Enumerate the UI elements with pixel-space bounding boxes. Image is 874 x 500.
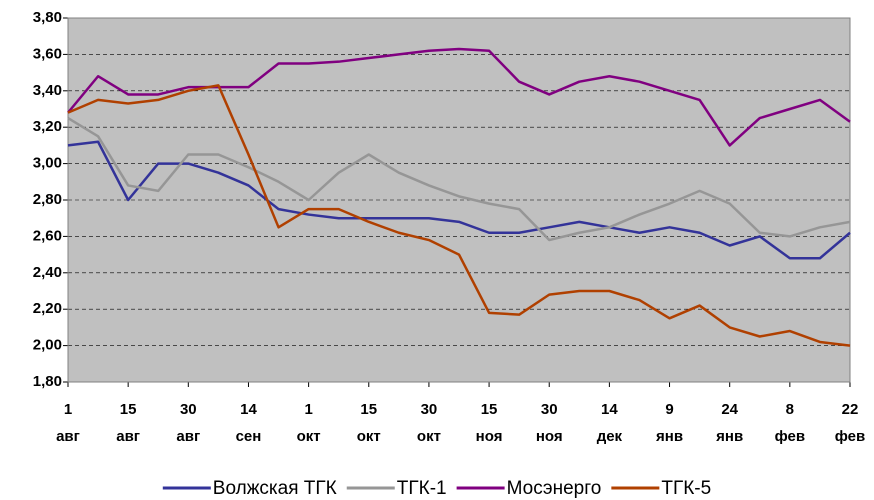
legend-label: ТГК-5 (661, 478, 711, 499)
x-tick-label: 1 авг (56, 401, 80, 445)
y-tick-label: 3,40 (33, 82, 62, 99)
x-tick-label: 30 авг (176, 401, 200, 445)
series-line (67, 47, 851, 147)
x-tick-label: 30 ноя (536, 401, 563, 445)
plot-border (67, 17, 851, 383)
y-tick-label: 3,00 (33, 155, 62, 172)
y-tick-label: 3,20 (33, 118, 62, 135)
x-tick-label: 15 авг (116, 401, 140, 445)
x-tick-label: 1 окт (297, 401, 321, 445)
x-tick-label: 24 янв (716, 401, 743, 445)
y-tick-label: 1,80 (33, 373, 62, 390)
y-tick-label: 2,60 (33, 227, 62, 244)
x-tick-label: 15 ноя (476, 401, 503, 445)
legend-label: Волжская ТГК (213, 478, 337, 499)
y-tick-label: 2,00 (33, 337, 62, 354)
y-tick-label: 2,20 (33, 300, 62, 317)
x-tick-label: 22 фев (835, 401, 866, 445)
y-tick-label: 3,80 (33, 9, 62, 26)
legend-label: ТГК-1 (397, 478, 447, 499)
x-tick-label: 8 фев (775, 401, 806, 445)
legend: Волжская ТГК ТГК-1 Мосэнерго ТГК-5 (162, 478, 711, 499)
series-line (67, 84, 851, 347)
y-tick-label: 2,40 (33, 264, 62, 281)
y-tick-label: 3,60 (33, 45, 62, 62)
x-tick-label: 15 окт (357, 401, 381, 445)
x-tick-label: 14 сен (236, 401, 262, 445)
x-tick-label: 14 дек (597, 401, 623, 445)
x-tick-label: 30 окт (417, 401, 441, 445)
x-tick-label: 9 янв (656, 401, 683, 445)
legend-label: Мосэнерго (507, 478, 602, 499)
series-line (67, 117, 851, 242)
series-line (67, 140, 851, 260)
y-tick-label: 2,80 (33, 191, 62, 208)
